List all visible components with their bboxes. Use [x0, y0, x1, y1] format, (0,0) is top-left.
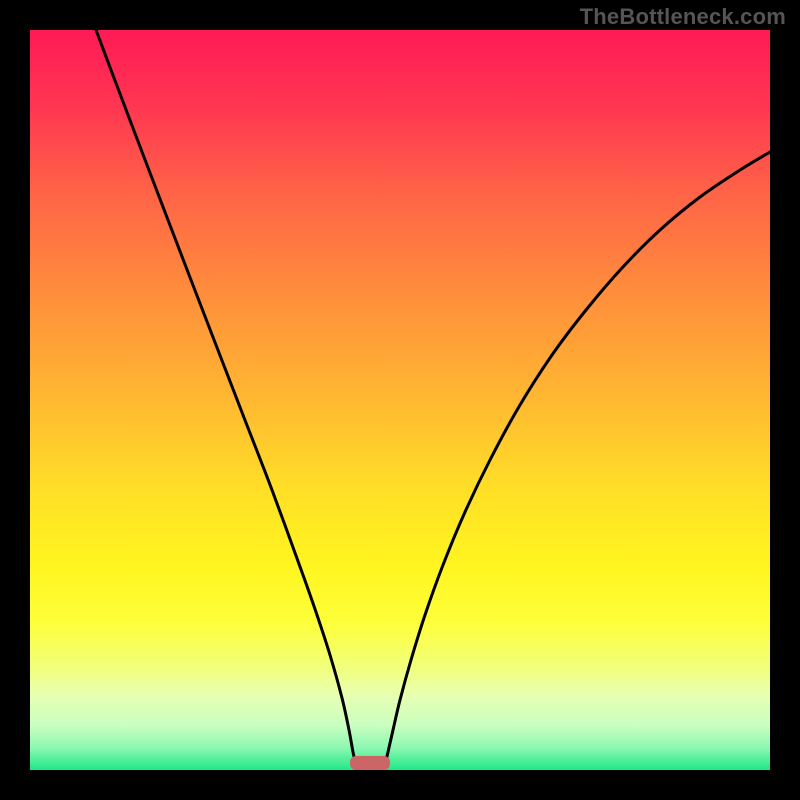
watermark-text: TheBottleneck.com [580, 4, 786, 30]
chart-canvas [0, 0, 800, 800]
bottleneck-marker [350, 756, 390, 770]
plot-area [30, 30, 770, 770]
chart-container: TheBottleneck.com [0, 0, 800, 800]
